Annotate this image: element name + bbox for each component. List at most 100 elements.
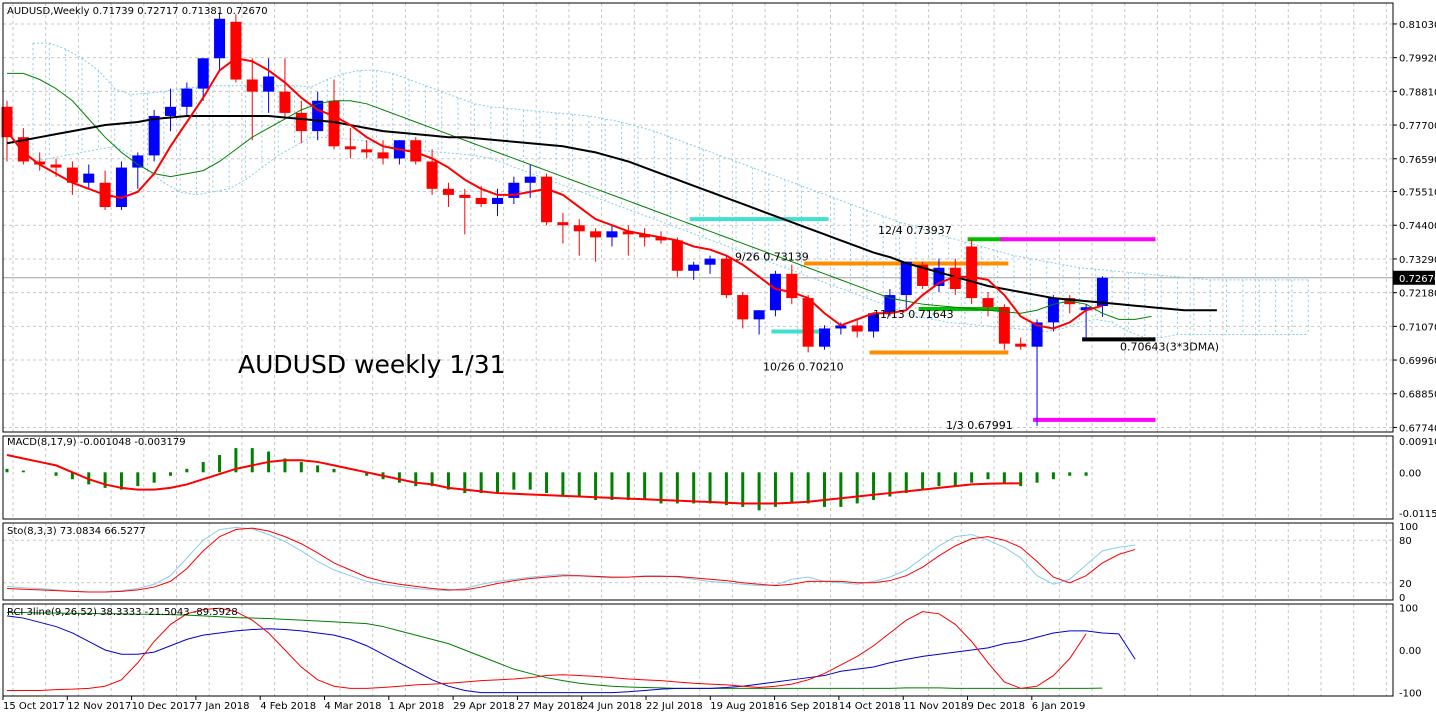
x-tick-label: 7 Jan 2018 <box>196 701 250 712</box>
candle-body <box>671 240 683 271</box>
main-header: AUDUSD,Weekly 0.71739 0.72717 0.71381 0.… <box>7 6 268 17</box>
candle-body <box>230 21 242 80</box>
candle-body <box>639 234 651 238</box>
candle-body <box>737 295 749 320</box>
annotation-label: 9/26 0.73139 <box>735 250 809 263</box>
macd-signal-line <box>6 454 1021 505</box>
candle-body <box>1080 307 1092 311</box>
annotation-label: 12/4 0.73937 <box>878 224 952 237</box>
candle-body <box>492 197 503 204</box>
sto-main-line <box>6 526 1136 593</box>
x-tick-label: 15 Oct 2017 <box>3 701 65 712</box>
sto-tick-label: 20 <box>1399 579 1412 590</box>
candle-body <box>720 258 732 296</box>
candle-body <box>1 106 13 138</box>
rci-tick-label: 0.00 <box>1399 646 1421 657</box>
candle-body <box>655 237 667 241</box>
candle-body <box>132 155 144 168</box>
candle-body <box>279 91 291 113</box>
candle-body <box>802 298 814 347</box>
sto-signal-line <box>6 527 1136 593</box>
candle-body <box>851 325 863 332</box>
candle-body <box>606 231 618 238</box>
candle-body <box>998 307 1010 344</box>
candle-body <box>459 194 471 198</box>
indicators <box>5 448 1136 694</box>
candle-body <box>753 310 765 320</box>
candle-body <box>835 325 847 329</box>
panel-frame-rci <box>2 603 1394 697</box>
sma-fast-line <box>6 57 1103 330</box>
candle-body <box>295 112 307 132</box>
panel-frame-macd <box>2 435 1394 520</box>
x-tick-label: 1 Apr 2018 <box>389 701 444 712</box>
rci-mid-line <box>6 615 1136 694</box>
annotation-label: 0.70643(3*3DMA) <box>1120 340 1219 353</box>
annotation-label: 11/13 0.71643 <box>873 308 954 321</box>
candle-body <box>165 106 176 116</box>
rci-tick-label: 100 <box>1399 603 1418 614</box>
grid <box>3 3 1393 696</box>
chart-title: AUDUSD weekly 1/31 <box>238 350 506 379</box>
rci-long-line <box>7 612 1103 689</box>
candle-body <box>377 152 389 159</box>
candle-body <box>312 100 324 132</box>
candle-body <box>524 176 536 183</box>
candle-body <box>1047 298 1059 323</box>
x-tick-label: 16 Sep 2018 <box>775 701 838 712</box>
macd-header: MACD(8,17,9) -0.001048 -0.003179 <box>7 437 186 448</box>
candle-body <box>769 273 781 311</box>
candle-body <box>868 313 880 332</box>
candle-body <box>884 295 896 314</box>
x-tick-label: 19 Aug 2018 <box>710 701 774 712</box>
candle-body <box>704 258 716 265</box>
candle-body <box>442 188 454 195</box>
x-tick-label: 12 Nov 2017 <box>67 701 131 712</box>
candle-body <box>819 328 830 347</box>
candle-body <box>410 140 422 162</box>
macd-tick-label: 0.00 <box>1399 468 1421 479</box>
x-tick-label: 9 Dec 2018 <box>968 701 1026 712</box>
macd-tick-label: -0.01157 <box>1399 509 1436 520</box>
candle-body <box>115 167 127 208</box>
candle-body <box>328 100 340 147</box>
candle-body <box>622 231 634 235</box>
sto-tick-label: 80 <box>1399 536 1412 547</box>
x-tick-label: 27 May 2018 <box>517 701 582 712</box>
candle-body <box>590 231 602 238</box>
sto-header: Sto(8,3,3) 73.0834 66.5277 <box>7 526 146 537</box>
x-tick-label: 24 Jun 2018 <box>582 701 642 712</box>
candle-body <box>214 18 226 59</box>
candle-body <box>34 161 46 165</box>
candles <box>1 12 1108 426</box>
x-tick-label: 29 Apr 2018 <box>453 701 515 712</box>
panel-frame-sto <box>2 522 1394 601</box>
annotation-label: 1/3 0.67991 <box>946 419 1013 432</box>
candle-body <box>786 273 798 299</box>
candle-body <box>917 264 929 286</box>
candle-body <box>982 298 994 308</box>
candle-body <box>933 267 945 286</box>
candle-body <box>426 161 438 189</box>
candle-body <box>1096 277 1108 307</box>
x-tick-label: 4 Mar 2018 <box>325 701 382 712</box>
candle-body <box>1031 322 1043 347</box>
candle-body <box>246 79 258 92</box>
annotation-label: 10/26 0.70210 <box>763 360 844 373</box>
candle-body <box>181 88 193 107</box>
x-tick-label: 22 Jul 2018 <box>646 701 703 712</box>
candle-body <box>83 173 95 183</box>
